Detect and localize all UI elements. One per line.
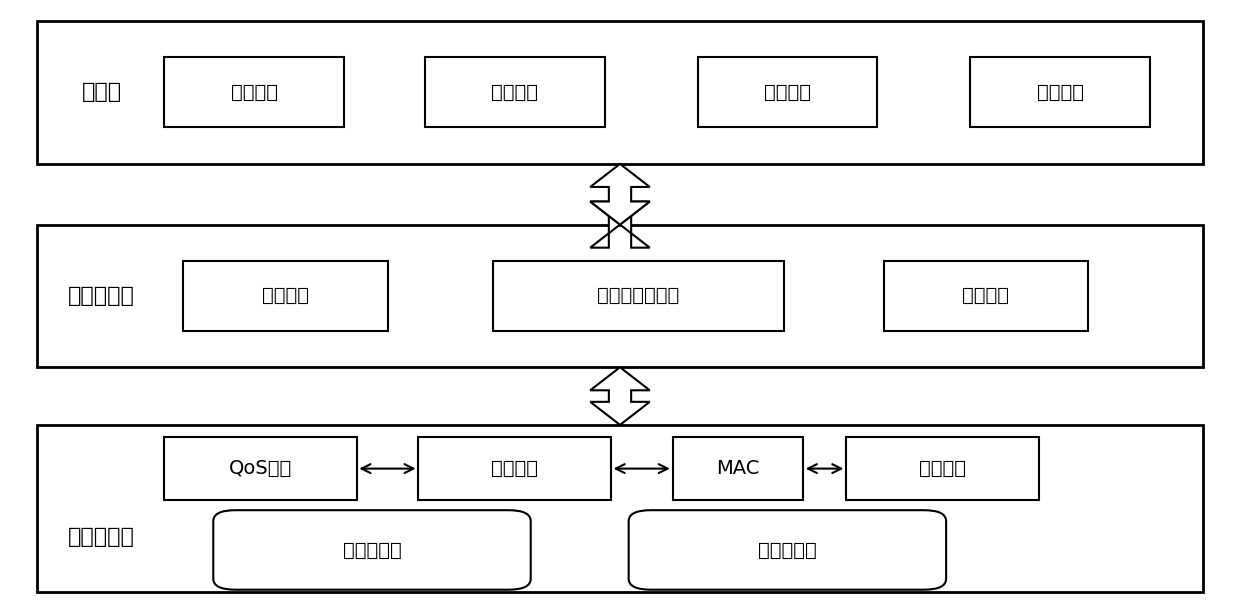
Text: 网络路由: 网络路由 (491, 459, 538, 478)
Bar (184, 261, 387, 330)
Bar (424, 57, 605, 127)
FancyBboxPatch shape (213, 510, 531, 590)
Text: 工艺参数库: 工艺参数库 (758, 540, 817, 560)
Text: 时间同步: 时间同步 (962, 286, 1009, 305)
Text: 模型定义: 模型定义 (491, 83, 538, 102)
Text: 分布式信息处理: 分布式信息处理 (598, 286, 680, 305)
Text: 网络联络层: 网络联络层 (68, 286, 135, 305)
Bar (164, 437, 357, 500)
Text: 策略优化: 策略优化 (1037, 83, 1084, 102)
Text: 位置确定: 位置确定 (262, 286, 309, 305)
Polygon shape (590, 202, 650, 248)
Bar (672, 437, 802, 500)
Bar (37, 21, 1203, 164)
Bar (970, 57, 1149, 127)
Bar (37, 225, 1203, 367)
Bar (494, 261, 785, 330)
Text: 智能辨识: 智能辨识 (764, 83, 811, 102)
Text: 数据基础层: 数据基础层 (68, 527, 135, 547)
Bar (418, 437, 610, 500)
FancyBboxPatch shape (629, 510, 946, 590)
Bar (883, 261, 1089, 330)
Text: QoS服务: QoS服务 (228, 459, 293, 478)
Text: 预测模型库: 预测模型库 (342, 540, 402, 560)
Bar (697, 57, 878, 127)
Polygon shape (590, 164, 650, 225)
Text: MAC: MAC (717, 459, 759, 478)
Bar (164, 57, 343, 127)
Text: 应用层: 应用层 (82, 83, 122, 102)
Bar (846, 437, 1039, 500)
Text: 系统管理: 系统管理 (231, 83, 278, 102)
Text: 无线终端: 无线终端 (919, 459, 966, 478)
Bar (37, 425, 1203, 592)
Polygon shape (590, 367, 650, 425)
